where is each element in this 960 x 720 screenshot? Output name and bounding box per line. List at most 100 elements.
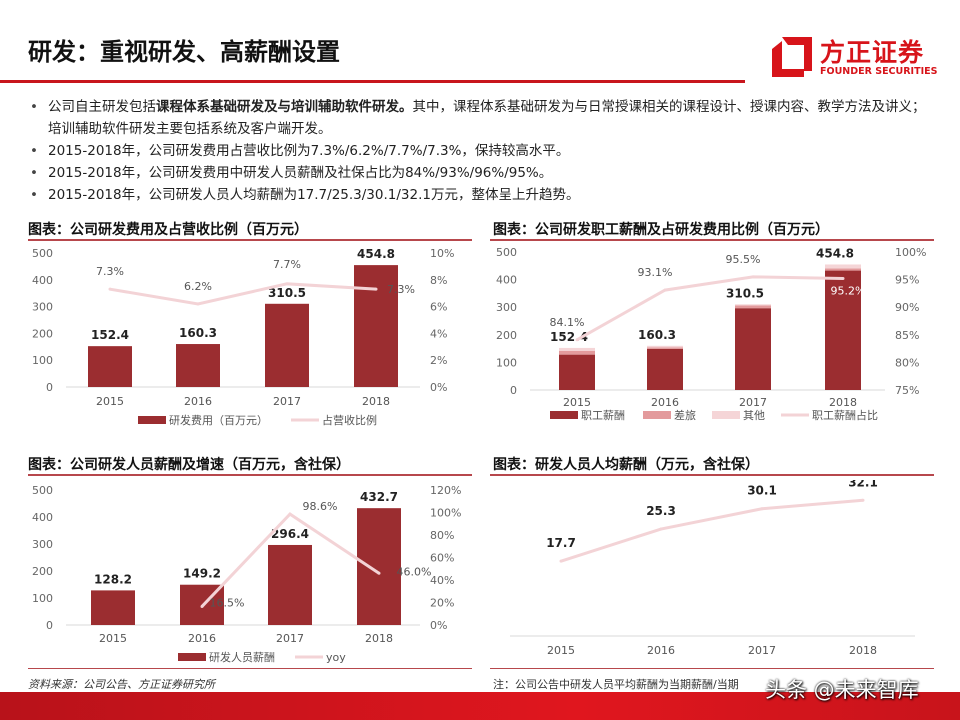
- bar-2: [825, 264, 861, 269]
- y2-tick-label: 80%: [895, 356, 919, 369]
- y-tick-label: 100: [496, 356, 517, 369]
- y2-tick-label: 0%: [430, 619, 447, 632]
- y-tick-label: 100: [32, 592, 53, 605]
- bar-value-label: 296.4: [271, 527, 309, 541]
- bullet-list: 公司自主研发包括课程体系基础研发及与培训辅助软件研发。其中，课程体系基础研发为与…: [30, 96, 930, 206]
- y-tick-label: 200: [496, 329, 517, 342]
- y-tick-label: 300: [32, 538, 53, 551]
- bar-0: [559, 354, 595, 390]
- x-tick-label: 2016: [651, 396, 679, 409]
- line-point: [751, 275, 755, 279]
- y2-tick-label: 60%: [430, 552, 454, 565]
- chart-divider: [28, 239, 472, 241]
- line-point: [285, 282, 289, 286]
- footnote: 注：公司公告中研发人员平均薪酬为当期薪酬/当期: [493, 678, 739, 691]
- legend-label: 差旅: [674, 408, 696, 422]
- chart-avg-pay: 2015 2016 2017 2018 17.7 25.3 30.1 32.1: [510, 480, 915, 657]
- line-value-label: 95.5%: [726, 253, 761, 266]
- line-value-label: 93.1%: [638, 266, 673, 279]
- line-value-label: 84.1%: [550, 316, 585, 329]
- line-point: [559, 559, 563, 563]
- bar-0: [88, 346, 132, 387]
- bullet-text: 2015-2018年，公司研发人员人均薪酬为17.7/25.3/30.1/32.…: [48, 187, 580, 203]
- line-point: [288, 512, 292, 516]
- line-point: [861, 498, 865, 502]
- y-tick-label: 500: [32, 484, 53, 497]
- logo: 方正证券 FOUNDER SECURITIES: [770, 33, 950, 83]
- bar-value-label: 128.2: [94, 572, 132, 586]
- bar-1: [647, 347, 683, 349]
- bar-0: [735, 308, 771, 390]
- bar-value-label: 310.5: [268, 286, 306, 300]
- y-tick-label: 300: [496, 301, 517, 314]
- legend-swatch: [138, 416, 166, 424]
- bullet-text: 2015-2018年，公司研发费用占营收比例为7.3%/6.2%/7.7%/7.…: [48, 143, 570, 159]
- logo-text-en: FOUNDER SECURITIES: [820, 66, 938, 77]
- bullet-text: 公司自主研发包括: [48, 99, 156, 115]
- x-tick-label: 2017: [748, 644, 776, 657]
- legend-label: 研发费用（百万元）: [169, 413, 268, 427]
- legend-label: 占营收比例: [322, 413, 377, 427]
- bar-value-label: 310.5: [726, 286, 764, 300]
- y2-tick-label: 20%: [430, 597, 454, 610]
- chart-rd-pay-growth: 0 100 200 300 400 500 0% 20% 40% 60% 80% 100% 120% 20…: [32, 484, 461, 664]
- y-tick-label: 400: [496, 274, 517, 287]
- line-point: [663, 288, 667, 292]
- line-point: [108, 287, 112, 291]
- x-tick-label: 2017: [273, 395, 301, 408]
- y2-tick-label: 120%: [430, 484, 461, 497]
- chart-title-rd-expense: 图表：公司研发费用及占营收比例（百万元）: [28, 222, 308, 238]
- legend-swatch: [550, 411, 578, 419]
- y2-tick-label: 2%: [430, 354, 447, 367]
- bullet-item: 公司自主研发包括课程体系基础研发及与培训辅助软件研发。其中，课程体系基础研发为与…: [30, 96, 930, 140]
- x-tick-label: 2018: [849, 644, 877, 657]
- line-value-label: 95.2%: [831, 284, 866, 297]
- footer-divider: [490, 668, 934, 669]
- x-tick-label: 2016: [184, 395, 212, 408]
- x-tick-label: 2015: [547, 644, 575, 657]
- x-tick-label: 2015: [563, 396, 591, 409]
- legend-swatch: [178, 653, 206, 661]
- bar-value-label: 454.8: [816, 246, 854, 260]
- line-value-label: 30.1: [747, 484, 777, 498]
- bar-value-label: 160.3: [638, 328, 676, 342]
- line-point: [841, 276, 845, 280]
- bar-2: [559, 347, 595, 351]
- bullet-bold-text: 课程体系基础研发及与培训辅助软件研发。: [156, 99, 413, 115]
- legend-swatch: [712, 411, 740, 419]
- series-line: [560, 498, 864, 563]
- line-value-label: 25.3: [646, 504, 676, 518]
- line-value-label: 98.6%: [303, 500, 338, 513]
- logo-mark-icon: [772, 37, 812, 77]
- x-tick-label: 2015: [99, 632, 127, 645]
- bullet-text: 其中，课程体系基础研发为与日常授课相关的课程设计、授课内容、教学方法及讲义；培训…: [48, 99, 926, 137]
- bar-2: [647, 345, 683, 348]
- page-title: 研发：重视研发、高薪酬设置: [28, 38, 340, 66]
- series-line: [109, 282, 377, 306]
- line-value-label: 6.2%: [184, 280, 212, 293]
- bar-value-label: 152.4: [91, 328, 129, 342]
- y-tick-label: 400: [32, 511, 53, 524]
- legend-label: 职工薪酬: [581, 409, 625, 422]
- bullet-item: 2015-2018年，公司研发费用占营收比例为7.3%/6.2%/7.7%/7.…: [30, 140, 930, 162]
- line-point: [196, 302, 200, 306]
- y2-tick-label: 100%: [895, 246, 926, 259]
- line-point: [760, 507, 764, 511]
- footer-bar: [0, 692, 960, 720]
- bullet-text: 2015-2018年，公司研发费用中研发人员薪酬及社保占比为84%/93%/96…: [48, 165, 553, 181]
- bar-0: [176, 344, 220, 387]
- chart-title-staff-salary: 图表：公司研发职工薪酬及占研发费用比例（百万元）: [493, 222, 829, 238]
- line-point: [374, 287, 378, 291]
- x-tick-label: 2017: [276, 632, 304, 645]
- chart-divider: [490, 239, 934, 241]
- source-note: 资料来源：公司公告、方正证券研究所: [28, 678, 215, 691]
- bar-0: [268, 544, 312, 625]
- chart-staff-salary: 0 100 200 300 400 500 75% 80% 85% 90% 95% 100% 2015 2…: [496, 246, 926, 422]
- bar-value-label: 454.8: [357, 247, 395, 261]
- y2-tick-label: 8%: [430, 274, 447, 287]
- bar-1: [825, 268, 861, 271]
- chart-title-avg-pay: 图表：研发人员人均薪酬（万元，含社保）: [493, 457, 759, 473]
- line-value-label: 7.3%: [96, 265, 124, 278]
- line-value-label: 17.7: [546, 536, 576, 550]
- y-tick-label: 100: [32, 354, 53, 367]
